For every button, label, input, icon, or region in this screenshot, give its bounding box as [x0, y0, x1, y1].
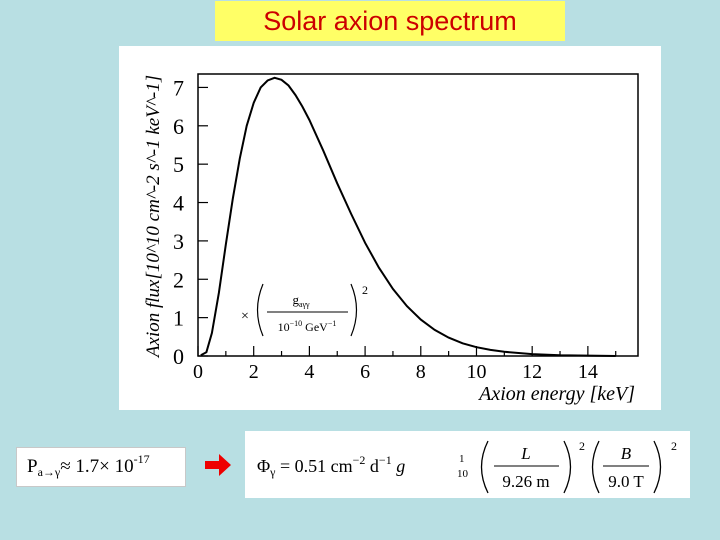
plot-frame: [197, 73, 639, 357]
annotation-numerator: gaγγ: [292, 292, 310, 309]
slide-title: Solar axion spectrum: [215, 1, 565, 41]
annotation-right-paren: [350, 283, 358, 337]
annotation-power: 2: [362, 283, 368, 297]
probability-value: ≈ 1.7× 10: [60, 456, 134, 477]
formula-g-sub: 10: [457, 468, 469, 480]
x-tick-label: 12: [522, 361, 542, 383]
paren-2-right: [653, 440, 662, 494]
y-tick-label: 7: [173, 75, 184, 100]
right-arrow-icon: [205, 454, 231, 476]
x-tick-label: 4: [304, 361, 314, 383]
coupling-annotation: × gaγγ 10−10 GeV−1 2: [241, 283, 368, 337]
y-tick-label: 4: [173, 191, 184, 216]
flux-curve: [200, 76, 616, 357]
y-tick-label: 2: [173, 267, 184, 292]
fraction-2-numerator: B: [621, 444, 632, 463]
probability-prefix: P: [27, 456, 38, 477]
y-axis-label: Axion flux[10^10 cm^-2 s^-1 keV^-1]: [143, 75, 164, 359]
annotation-denominator: 10−10 GeV−1: [278, 319, 337, 334]
probability-subscript: a→γ: [37, 464, 61, 479]
formula-main: Φγ = 0.51 cm−2 d−1 g: [257, 453, 405, 479]
y-tick-label: 1: [173, 306, 184, 331]
probability-exponent: -17: [133, 451, 150, 466]
paren-2-left: [591, 440, 600, 494]
y-tick-label: 0: [173, 344, 184, 369]
y-tick-label: 5: [173, 152, 184, 177]
paren-1-right: [563, 440, 572, 494]
paren-2-power: 2: [671, 439, 677, 453]
formula-g-sup: 1: [459, 453, 465, 465]
fraction-2-denominator: 9.0 T: [608, 472, 644, 491]
x-axis-label: Axion energy [keV]: [477, 383, 635, 405]
y-tick-label: 6: [173, 114, 184, 139]
paren-1-power: 2: [579, 439, 585, 453]
x-tick-label: 6: [360, 361, 370, 383]
x-tick-label: 0: [193, 361, 203, 383]
y-tick-label: 3: [173, 229, 184, 254]
fraction-1-numerator: L: [520, 444, 530, 463]
photon-flux-formula: Φγ = 0.51 cm−2 d−1 g 1 10 L 9.26 m 2 B 9…: [245, 431, 690, 498]
x-tick-label: 14: [578, 361, 598, 383]
y-ticks: 0 1 2 3 4 5 6 7: [173, 75, 208, 369]
x-tick-label: 10: [466, 361, 486, 383]
x-tick-label: 8: [416, 361, 426, 383]
x-ticks: 0 2 4 6 8 10 12 14: [193, 346, 617, 383]
annotation-left-paren: [256, 283, 264, 337]
paren-1-left: [480, 440, 489, 494]
annotation-multiplier: ×: [241, 309, 249, 324]
fraction-1-denominator: 9.26 m: [502, 472, 549, 491]
x-tick-label: 2: [249, 361, 259, 383]
